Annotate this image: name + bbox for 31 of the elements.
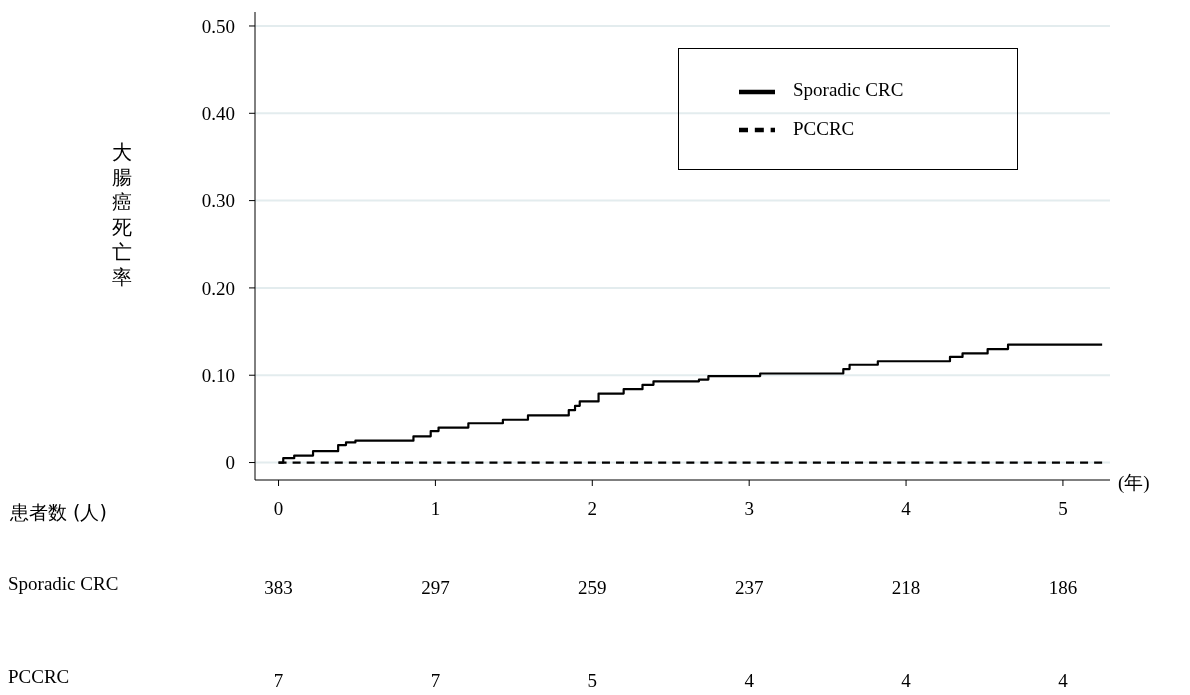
text: 7 <box>272 670 285 692</box>
text: 186 <box>1047 577 1079 599</box>
y-axis-title: 大腸癌死亡率 <box>111 140 133 290</box>
text: 患者数 (人) <box>10 500 107 525</box>
y-tick-label: 0.20 <box>201 277 235 299</box>
text: 237 <box>733 577 765 599</box>
y-tick-label: 0.30 <box>201 190 235 212</box>
text: 259 <box>577 577 608 599</box>
y-tick-label: 0.50 <box>201 15 235 37</box>
text: 4 <box>743 670 755 692</box>
x-tick-label: 3 <box>744 498 754 520</box>
x-tick-label: 2 <box>587 498 598 520</box>
x-tick-label: 4 <box>901 498 912 520</box>
text: Sporadic CRC <box>8 573 119 595</box>
text: 383 <box>263 577 294 599</box>
y-tick-label: 0 <box>225 452 235 474</box>
x-tick-label: 0 <box>273 498 284 520</box>
text: 5 <box>586 670 599 692</box>
text: 4 <box>900 670 912 692</box>
text: 7 <box>429 670 442 692</box>
y-tick-label: 0.40 <box>201 103 235 125</box>
legend-label: Sporadic CRC <box>793 79 904 100</box>
x-tick-label: 1 <box>430 498 441 520</box>
legend-label: PCCRC <box>793 117 855 139</box>
x-tick-label: 5 <box>1058 498 1068 520</box>
text: 4 <box>1057 670 1069 692</box>
text: 218 <box>890 577 922 599</box>
x-axis-title: (年) <box>1118 471 1150 495</box>
text: PCCRC <box>8 666 70 688</box>
y-tick-label: 0.10 <box>201 364 235 386</box>
text: 297 <box>420 577 451 599</box>
